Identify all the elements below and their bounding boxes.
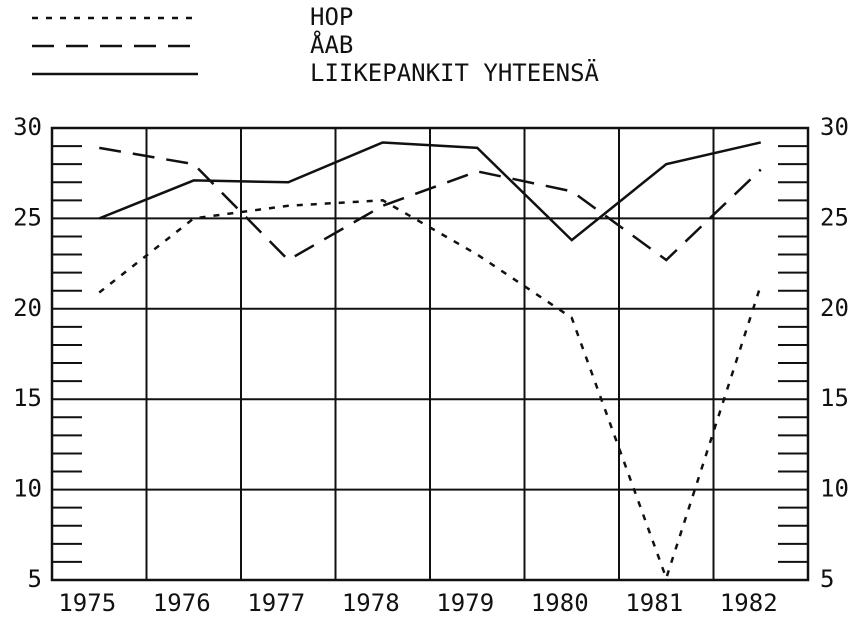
y2-tick-label: 20 [820,294,849,322]
y-tick-label: 30 [13,113,42,141]
y-tick-label: 20 [13,294,42,322]
legend-label: LIIKEPANKIT YHTEENSÄ [310,58,600,87]
y2-tick-label: 15 [820,384,849,412]
series-line [98,199,762,583]
y-tick-label: 25 [13,203,42,231]
y-tick-label: 15 [13,384,42,412]
y2-tick-label: 5 [820,565,834,593]
x-tick-label: 1979 [436,589,494,617]
x-tick-label: 1978 [342,589,400,617]
x-tick-label: 1982 [720,589,778,617]
x-tick-label: 1981 [625,589,683,617]
x-tick-label: 1975 [58,589,116,617]
y2-tick-label: 25 [820,203,849,231]
legend-label: HOP [310,3,353,31]
y2-tick-label: 10 [820,475,849,503]
y2-tick-label: 30 [820,113,849,141]
x-tick-label: 1977 [247,589,305,617]
y-tick-label: 5 [28,565,42,593]
x-tick-label: 1980 [531,589,589,617]
x-tick-label: 1976 [153,589,211,617]
legend-label: ÅAB [310,30,353,59]
y-tick-label: 10 [13,475,42,503]
series-line [98,141,762,242]
